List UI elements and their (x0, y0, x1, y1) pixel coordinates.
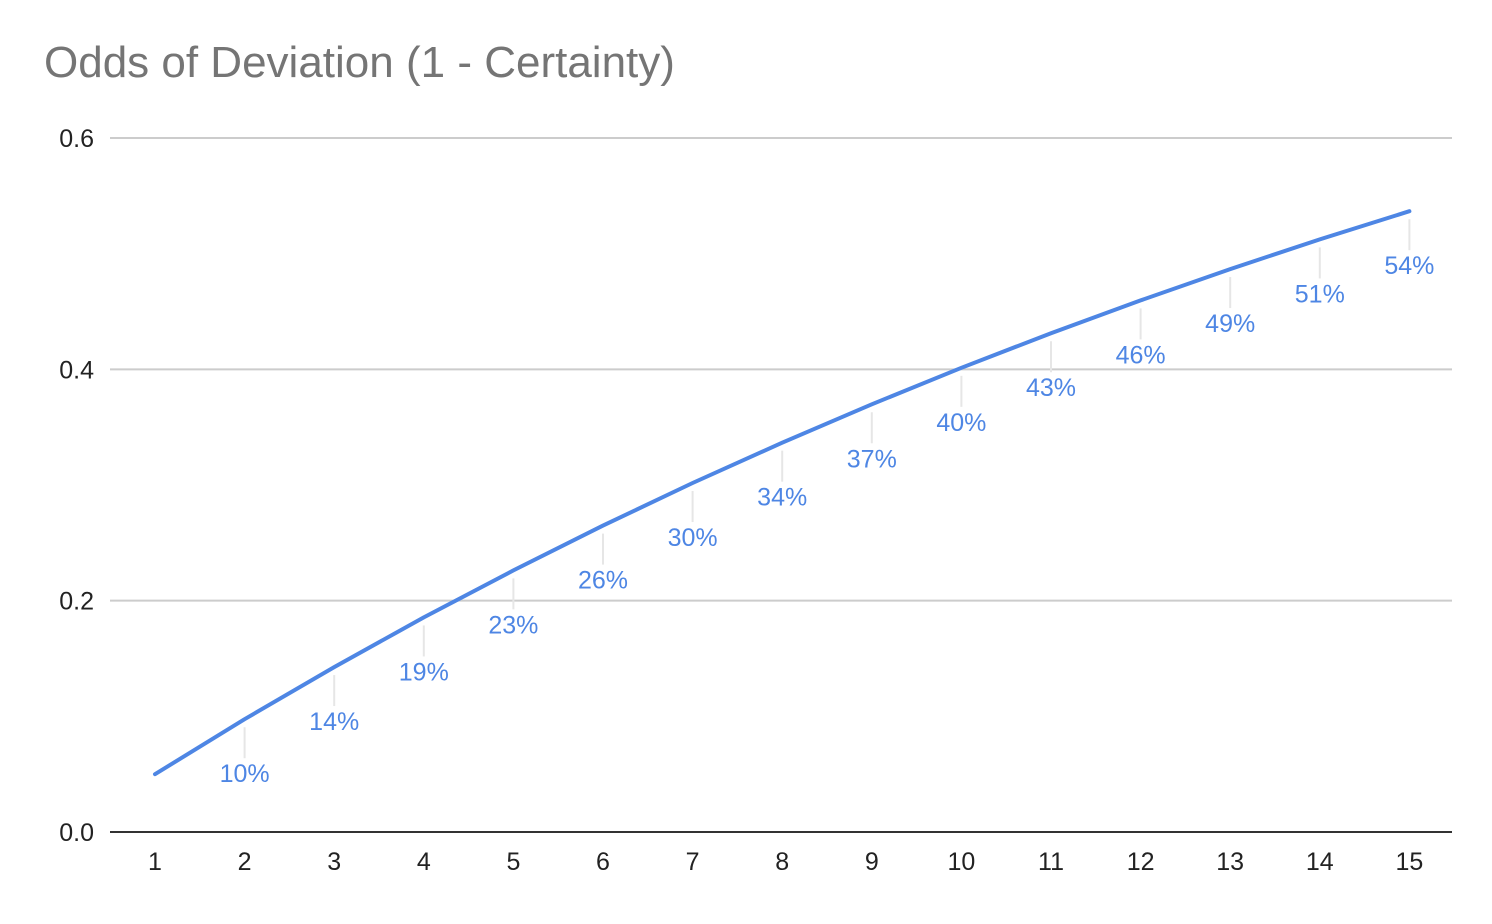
data-label: 23% (488, 611, 538, 639)
data-label-leaders (243, 219, 1411, 759)
data-label: 37% (847, 445, 897, 473)
y-tick-label: 0.4 (59, 356, 94, 384)
data-label: 54% (1384, 252, 1434, 280)
x-tick-label: 10 (947, 848, 975, 876)
data-label: 30% (668, 524, 718, 552)
x-tick-label: 8 (775, 848, 789, 876)
y-tick-label: 0.2 (59, 588, 94, 616)
y-tick-label: 0.6 (59, 125, 94, 153)
data-label: 51% (1295, 280, 1345, 308)
x-axis: 1 2 3 4 5 6 7 8 9 10 11 12 13 14 15 (110, 831, 1452, 876)
x-tick-label: 14 (1306, 848, 1334, 876)
data-label: 19% (399, 658, 449, 686)
data-label: 49% (1205, 310, 1255, 338)
x-tick-label: 3 (327, 848, 341, 876)
x-tick-label: 6 (596, 848, 610, 876)
data-label: 14% (309, 708, 359, 736)
data-label: 10% (220, 760, 270, 788)
x-tick-label: 2 (238, 848, 252, 876)
x-tick-label: 4 (417, 848, 431, 876)
x-tick-label: 11 (1038, 848, 1064, 876)
data-label: 26% (578, 567, 628, 595)
series-layer (153, 209, 1412, 777)
data-label: 46% (1116, 341, 1166, 369)
y-axis: 0.0 0.2 0.4 0.6 (59, 125, 94, 847)
data-label: 40% (936, 409, 986, 437)
x-tick-label: 15 (1395, 848, 1423, 876)
data-labels: 10% 14% 19% 23% 26% 30% 34% 37% 40% 43% 46% 49% 51% 5… (220, 252, 1435, 788)
series-line (153, 209, 1412, 777)
chart-title: Odds of Deviation (1 - Certainty) (44, 38, 675, 87)
grid-layer (110, 137, 1452, 602)
x-tick-label: 12 (1127, 848, 1155, 876)
x-tick-label: 1 (148, 848, 162, 876)
x-tick-label: 7 (686, 848, 700, 876)
data-label: 34% (757, 484, 807, 512)
x-tick-label: 9 (865, 848, 879, 876)
x-tick-label: 5 (506, 848, 520, 876)
y-tick-label: 0.0 (59, 819, 94, 847)
x-tick-label: 13 (1216, 848, 1244, 876)
data-label: 43% (1026, 374, 1076, 402)
